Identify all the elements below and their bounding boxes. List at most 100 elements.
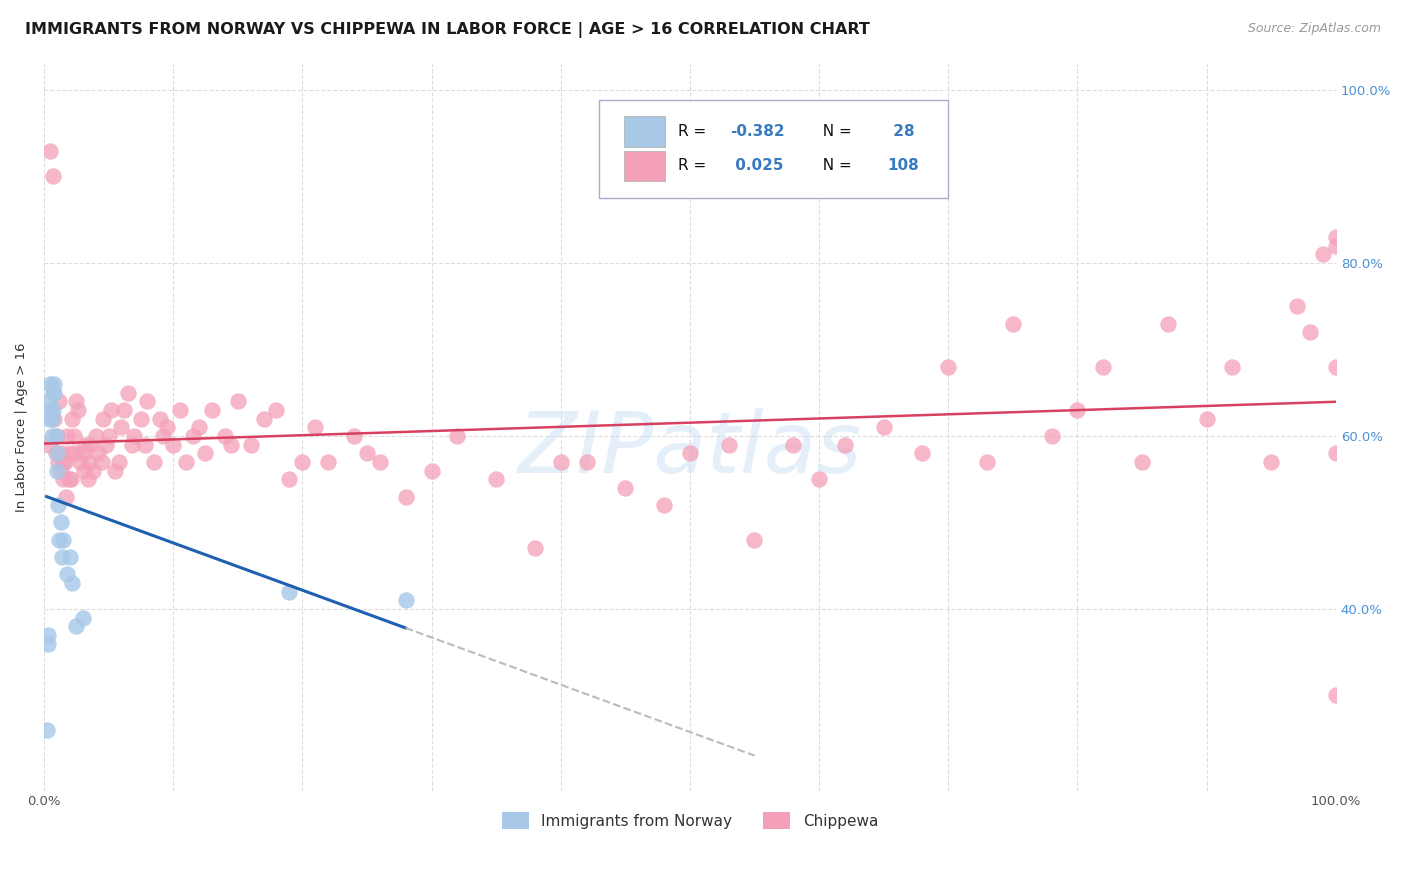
Point (343, 429, 366, 443)
Text: N =: N = (813, 158, 856, 173)
Y-axis label: In Labor Force | Age > 16: In Labor Force | Age > 16 (15, 343, 28, 512)
Point (1324, 359, 1347, 374)
Point (1312, 247, 1334, 261)
Text: Source: ZipAtlas.com: Source: ZipAtlas.com (1247, 22, 1381, 36)
Point (97, 429, 120, 443)
Point (39, 403, 62, 417)
Point (395, 490, 418, 504)
Point (77, 472, 100, 486)
Point (48, 533, 70, 547)
Point (59, 550, 82, 565)
Point (60, 472, 83, 486)
Point (550, 455, 572, 469)
Point (936, 359, 959, 374)
Point (149, 411, 172, 425)
Point (652, 498, 675, 512)
Bar (624, 151, 665, 181)
Point (1324, 230, 1347, 244)
Point (91, 455, 114, 469)
Point (42, 385, 65, 400)
Point (93, 411, 115, 425)
Point (1324, 689, 1347, 703)
Point (38, 437, 60, 451)
Point (75, 437, 97, 451)
FancyBboxPatch shape (599, 101, 948, 198)
Point (485, 472, 508, 486)
Text: 0.025: 0.025 (730, 158, 783, 173)
Point (58, 472, 80, 486)
Point (226, 394, 249, 409)
Point (73, 464, 96, 478)
Point (194, 446, 217, 460)
Point (45, 429, 67, 443)
Point (395, 593, 418, 607)
Text: 108: 108 (887, 158, 920, 173)
Point (575, 455, 598, 469)
Point (72, 446, 94, 460)
Text: N =: N = (813, 124, 856, 139)
Point (55, 490, 77, 504)
Point (1324, 446, 1347, 460)
Point (39, 144, 62, 158)
Point (39, 377, 62, 392)
Point (52, 455, 75, 469)
Point (51, 446, 73, 460)
Point (63, 446, 86, 460)
Point (266, 403, 288, 417)
Point (60, 411, 83, 425)
Point (48, 394, 70, 409)
Point (162, 437, 184, 451)
Point (1324, 238, 1347, 252)
Point (121, 437, 143, 451)
Point (911, 446, 934, 460)
Point (110, 420, 132, 434)
Bar (624, 116, 665, 147)
Point (523, 541, 546, 556)
Point (614, 481, 637, 495)
Point (156, 420, 179, 434)
Point (45, 429, 67, 443)
Point (45, 464, 67, 478)
Point (52, 533, 75, 547)
Point (201, 403, 224, 417)
Point (872, 420, 894, 434)
Point (152, 429, 174, 443)
Point (94, 437, 117, 451)
Point (44, 385, 66, 400)
Point (1066, 403, 1088, 417)
Point (65, 394, 87, 409)
Point (56, 429, 79, 443)
Point (44, 411, 66, 425)
Point (41, 429, 63, 443)
Point (46, 455, 69, 469)
Point (278, 584, 301, 599)
Point (1285, 299, 1308, 313)
Point (679, 446, 702, 460)
Point (49, 516, 72, 530)
Point (38, 411, 60, 425)
Point (1157, 317, 1180, 331)
Point (56, 567, 79, 582)
Point (304, 420, 326, 434)
Point (38, 394, 60, 409)
Point (82, 464, 104, 478)
Point (134, 437, 156, 451)
Point (1040, 429, 1063, 443)
Point (112, 403, 135, 417)
Point (84, 429, 107, 443)
Point (744, 533, 766, 547)
Point (1260, 455, 1282, 469)
Point (77, 455, 100, 469)
Point (1001, 317, 1024, 331)
Point (136, 394, 159, 409)
Text: R =: R = (678, 158, 711, 173)
Point (368, 455, 391, 469)
Point (49, 464, 72, 478)
Point (124, 429, 146, 443)
Point (252, 411, 274, 425)
Point (51, 550, 73, 565)
Point (169, 403, 191, 417)
Point (41, 411, 63, 425)
Point (1092, 359, 1115, 374)
Point (53, 455, 76, 469)
